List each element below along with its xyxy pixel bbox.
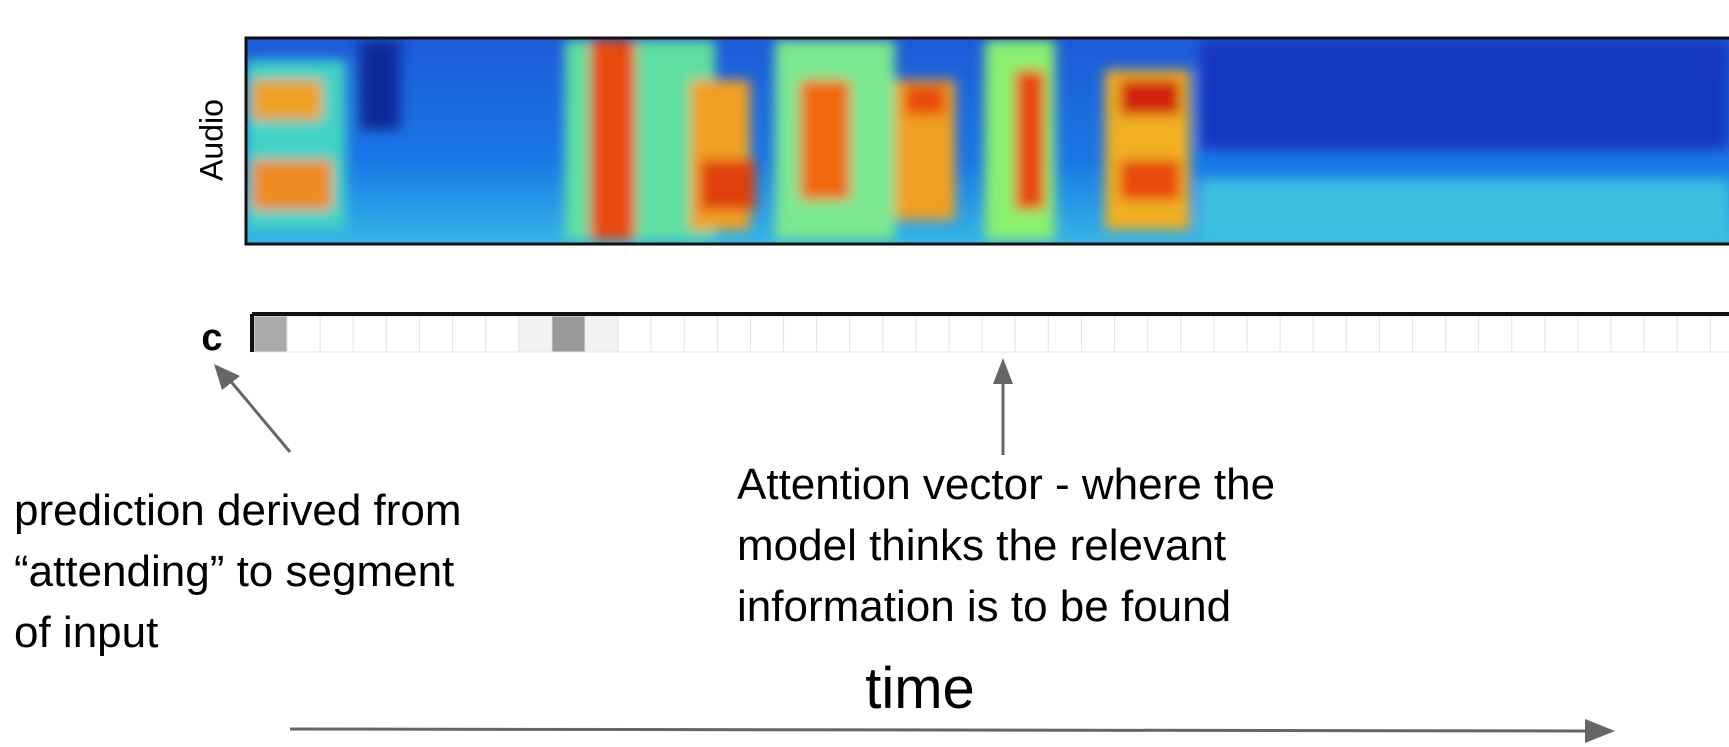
- attention-cell: [1081, 315, 1116, 353]
- attention-cell: [385, 315, 420, 353]
- time-label: time: [865, 656, 975, 721]
- attention-cell: [1014, 315, 1049, 353]
- attention-cell: [981, 315, 1016, 353]
- attention-cell: [485, 315, 520, 353]
- attention-cell: [683, 315, 718, 353]
- audio-label: Audio: [193, 99, 229, 181]
- attention-cell: [1412, 315, 1447, 353]
- attention-cell: [1544, 315, 1579, 353]
- attention-cell: [650, 315, 685, 353]
- attention-cell: [915, 315, 950, 353]
- attention-cell: [551, 315, 586, 353]
- attention-cell: [1047, 315, 1083, 353]
- attention-cell: [1577, 315, 1612, 353]
- attention-cell: [1147, 315, 1182, 353]
- attention-cell: [849, 315, 884, 353]
- attention-cell: [1511, 315, 1546, 353]
- attention-cell: [1180, 315, 1215, 353]
- attention-cell: [286, 315, 321, 353]
- attention-cell: [1378, 315, 1414, 353]
- attention-cell: [253, 315, 288, 353]
- attention-cell: [1246, 315, 1281, 353]
- spectrogram-border: [244, 36, 1729, 246]
- attention-vector: [253, 315, 1729, 353]
- attention-cell: [1610, 315, 1645, 353]
- attention-cell: [783, 315, 818, 353]
- attention-cell: [1345, 315, 1380, 353]
- attention-cell: [948, 315, 983, 353]
- attention-cell: [1676, 315, 1711, 353]
- attention-cell: [1445, 315, 1480, 353]
- annotation-line: of input: [14, 608, 158, 657]
- middle-annotation: Attention vector - where the model think…: [737, 460, 1287, 631]
- annotation-line: prediction derived from: [14, 486, 462, 535]
- left-annotation: prediction derived from “attending” to s…: [14, 486, 474, 657]
- annotation-line: Attention vector - where the: [737, 460, 1275, 509]
- attention-cell: [452, 315, 487, 353]
- attention-cell: [584, 315, 619, 353]
- attention-cell: [518, 315, 553, 353]
- attention-cell: [716, 315, 752, 353]
- attention-cell: [1643, 315, 1678, 353]
- attention-cell: [816, 315, 851, 353]
- attention-cell: [1312, 315, 1347, 353]
- attention-cell: [882, 315, 917, 353]
- prediction-label: c: [201, 317, 222, 359]
- attention-cell: [1279, 315, 1314, 353]
- attention-cell: [419, 315, 454, 353]
- annotation-line: “attending” to segment: [14, 547, 454, 596]
- attention-cell: [1213, 315, 1248, 353]
- annotation-line: model thinks the relevant: [737, 521, 1226, 570]
- attention-cell: [1114, 315, 1149, 353]
- arrows: [214, 358, 1615, 743]
- spectrogram: [246, 38, 1729, 244]
- attention-cell: [1709, 315, 1729, 353]
- attention-cell: [319, 315, 354, 353]
- annotation-line: information is to be found: [737, 582, 1231, 631]
- attention-cell: [750, 315, 785, 353]
- attention-cell: [1478, 315, 1513, 353]
- attention-cell: [352, 315, 387, 353]
- attention-cell: [617, 315, 652, 353]
